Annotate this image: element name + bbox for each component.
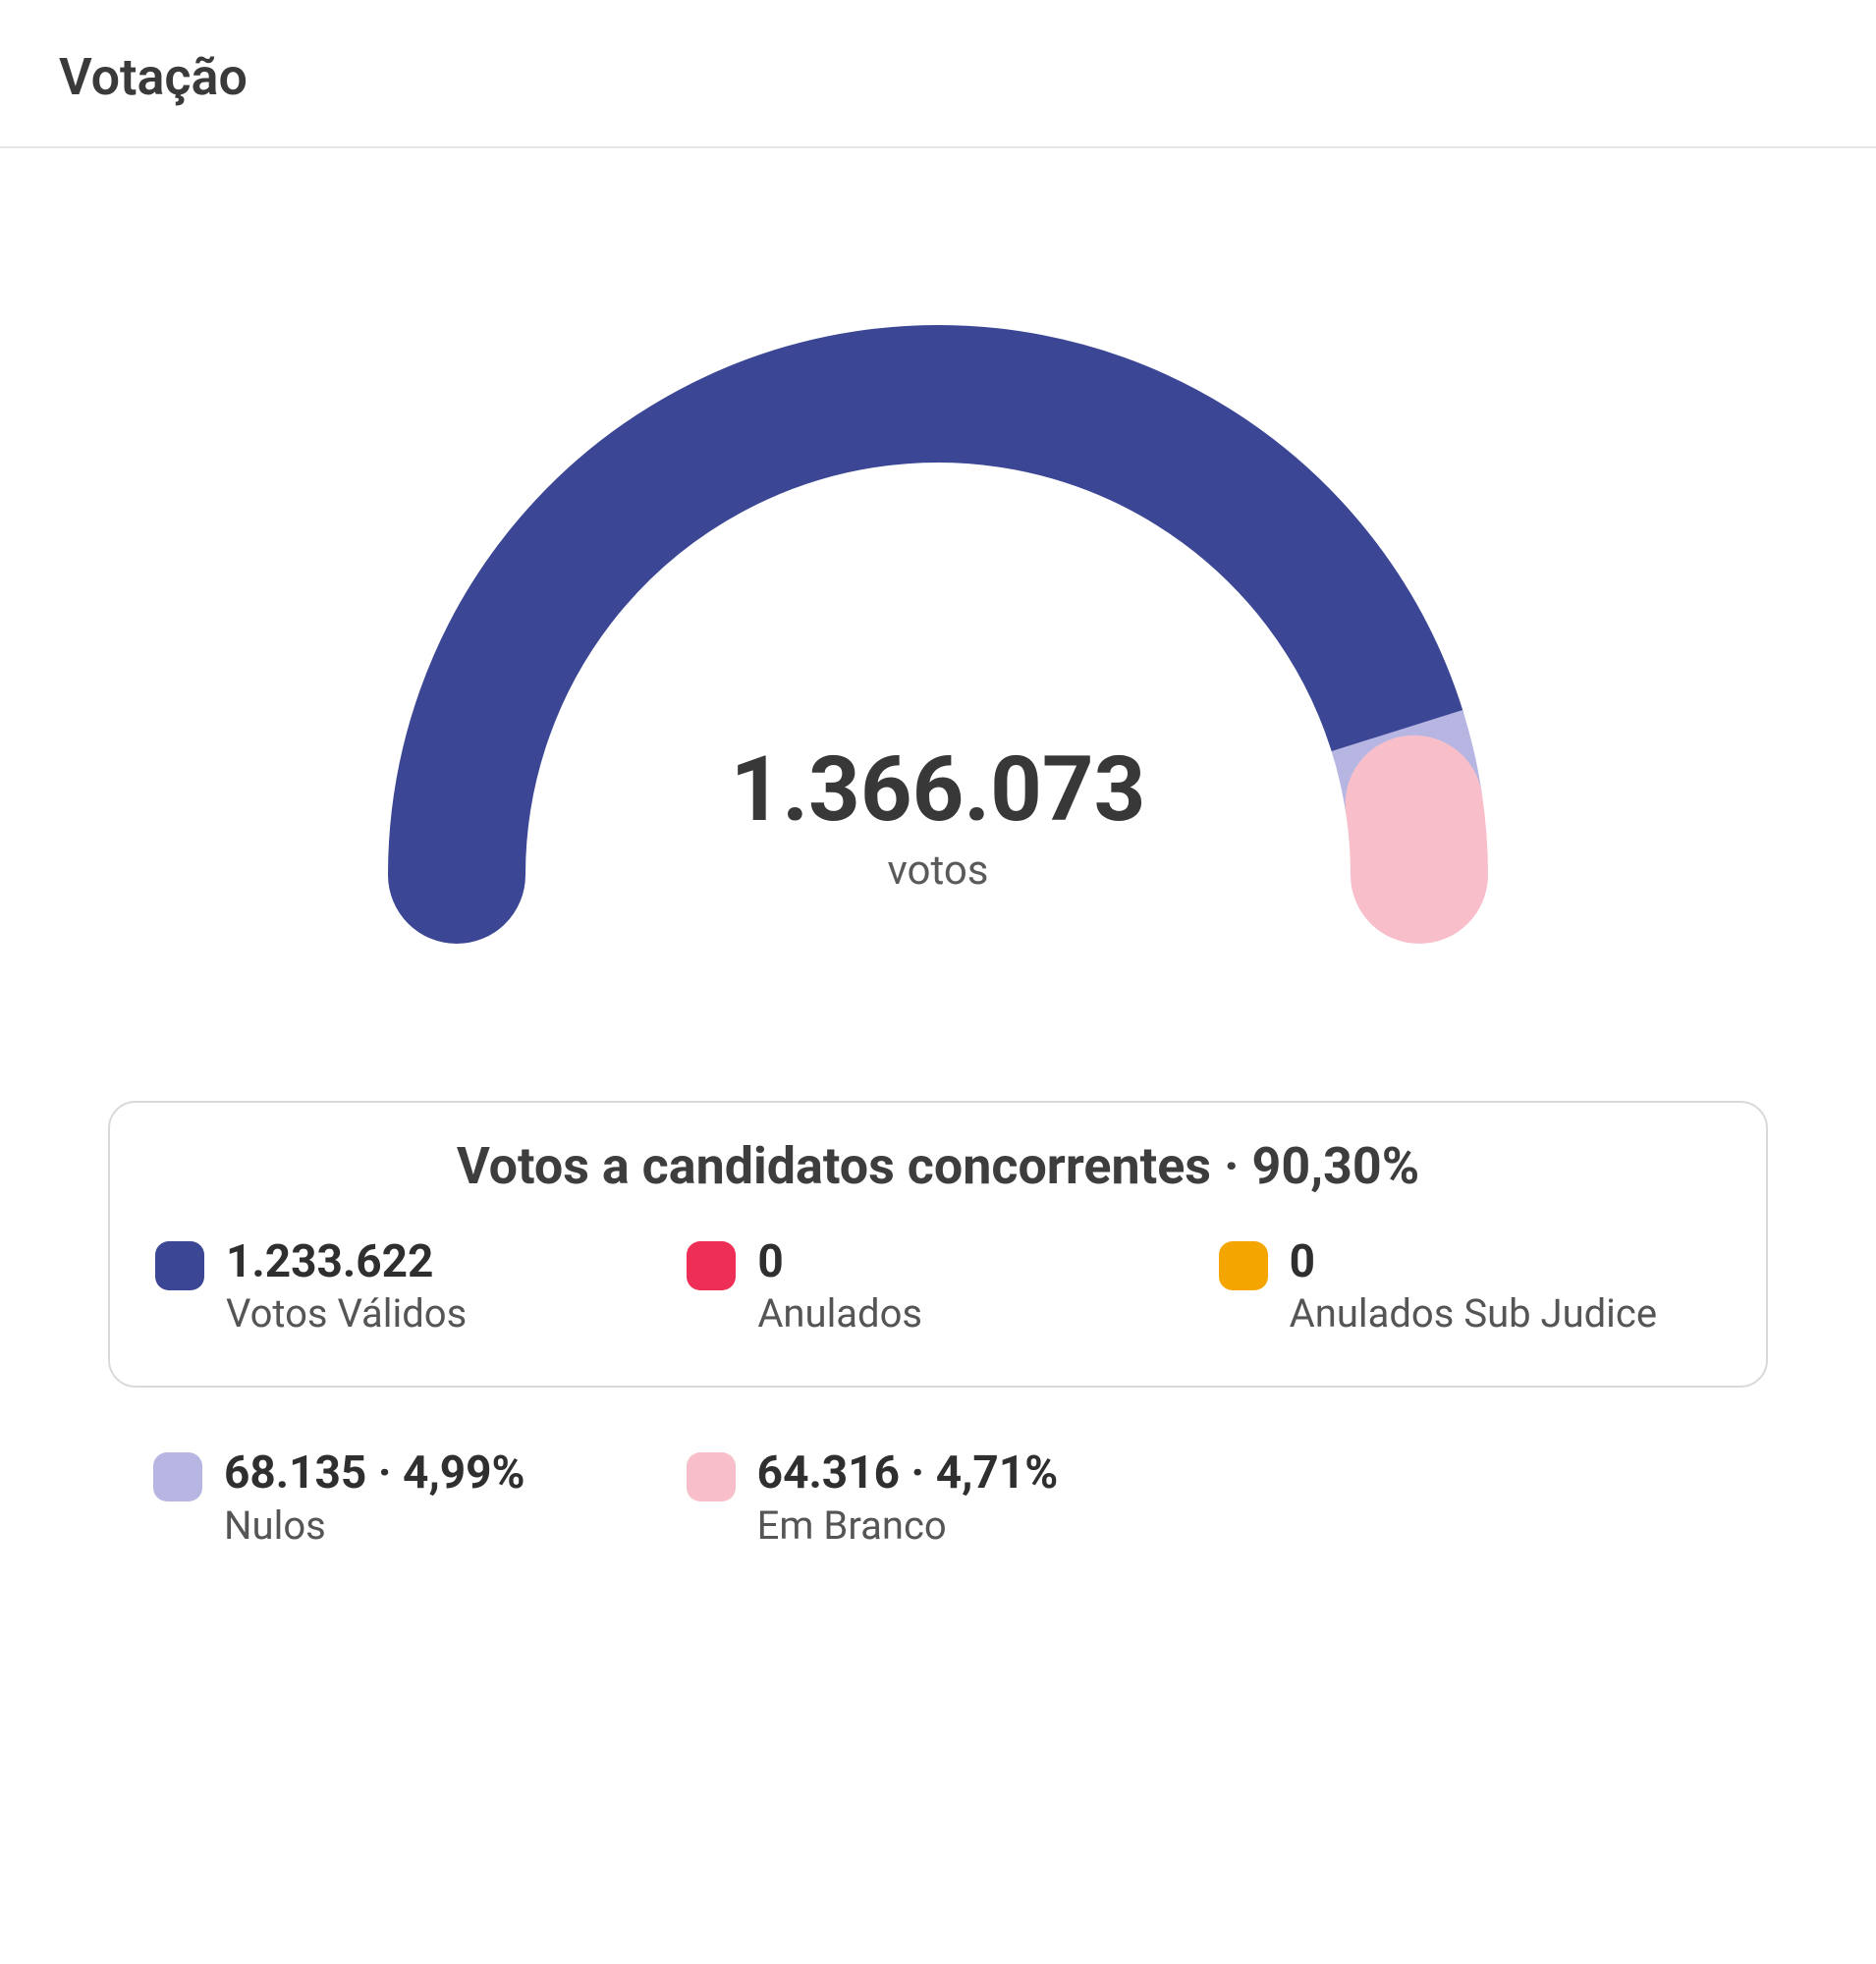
legend-panel-row: 1.233.622Votos Válidos0Anulados0Anulados… (155, 1235, 1721, 1337)
legend-value: 0 (1290, 1235, 1657, 1288)
legend-label: Anulados (757, 1290, 922, 1337)
legend-text: 0Anulados Sub Judice (1290, 1235, 1657, 1337)
legend-value: 1.233.622 (226, 1235, 467, 1288)
legend-item: 0Anulados Sub Judice (1219, 1235, 1721, 1337)
gauge-center-text: 1.366.073 votos (300, 743, 1576, 895)
legend-swatch (153, 1452, 202, 1501)
legend-item: 1.233.622Votos Válidos (155, 1235, 657, 1337)
gauge-total-label: votos (300, 846, 1576, 895)
legend-lower-row: 68.135 · 4,99%Nulos 64.316 · 4,71%Em Bran… (108, 1446, 1768, 1548)
legend-swatch (1219, 1241, 1268, 1290)
voting-card: Votação 1.366.073 votos Votos a candidat… (0, 0, 1876, 1608)
legend-spacer (1219, 1446, 1723, 1548)
legend-label: Em Branco (757, 1502, 1059, 1549)
legend-swatch (687, 1452, 736, 1501)
legend-value: 64.316 · 4,71% (757, 1446, 1059, 1500)
legend-text: 68.135 · 4,99%Nulos (224, 1446, 525, 1548)
legend-item: 64.316 · 4,71%Em Branco (687, 1446, 1190, 1548)
legend-value: 68.135 · 4,99% (224, 1446, 525, 1500)
card-title: Votação (59, 47, 1817, 107)
card-header: Votação (0, 0, 1876, 148)
legend-label: Nulos (224, 1502, 525, 1549)
legend-value: 0 (757, 1235, 922, 1288)
legend-area: Votos a candidatos concorrentes · 90,30%… (0, 983, 1876, 1608)
gauge-chart: 1.366.073 votos (300, 227, 1576, 944)
legend-swatch (155, 1241, 204, 1290)
legend-swatch (687, 1241, 736, 1290)
legend-panel-title: Votos a candidatos concorrentes · 90,30% (155, 1136, 1721, 1196)
legend-label: Anulados Sub Judice (1290, 1290, 1657, 1337)
legend-item: 68.135 · 4,99%Nulos (153, 1446, 657, 1548)
legend-text: 0Anulados (757, 1235, 922, 1337)
legend-text: 1.233.622Votos Válidos (226, 1235, 467, 1337)
legend-label: Votos Válidos (226, 1290, 467, 1337)
legend-panel-concorrentes: Votos a candidatos concorrentes · 90,30%… (108, 1101, 1768, 1388)
legend-text: 64.316 · 4,71%Em Branco (757, 1446, 1059, 1548)
legend-item: 0Anulados (687, 1235, 1188, 1337)
gauge-total-value: 1.366.073 (300, 743, 1576, 839)
gauge-chart-area: 1.366.073 votos (0, 148, 1876, 983)
